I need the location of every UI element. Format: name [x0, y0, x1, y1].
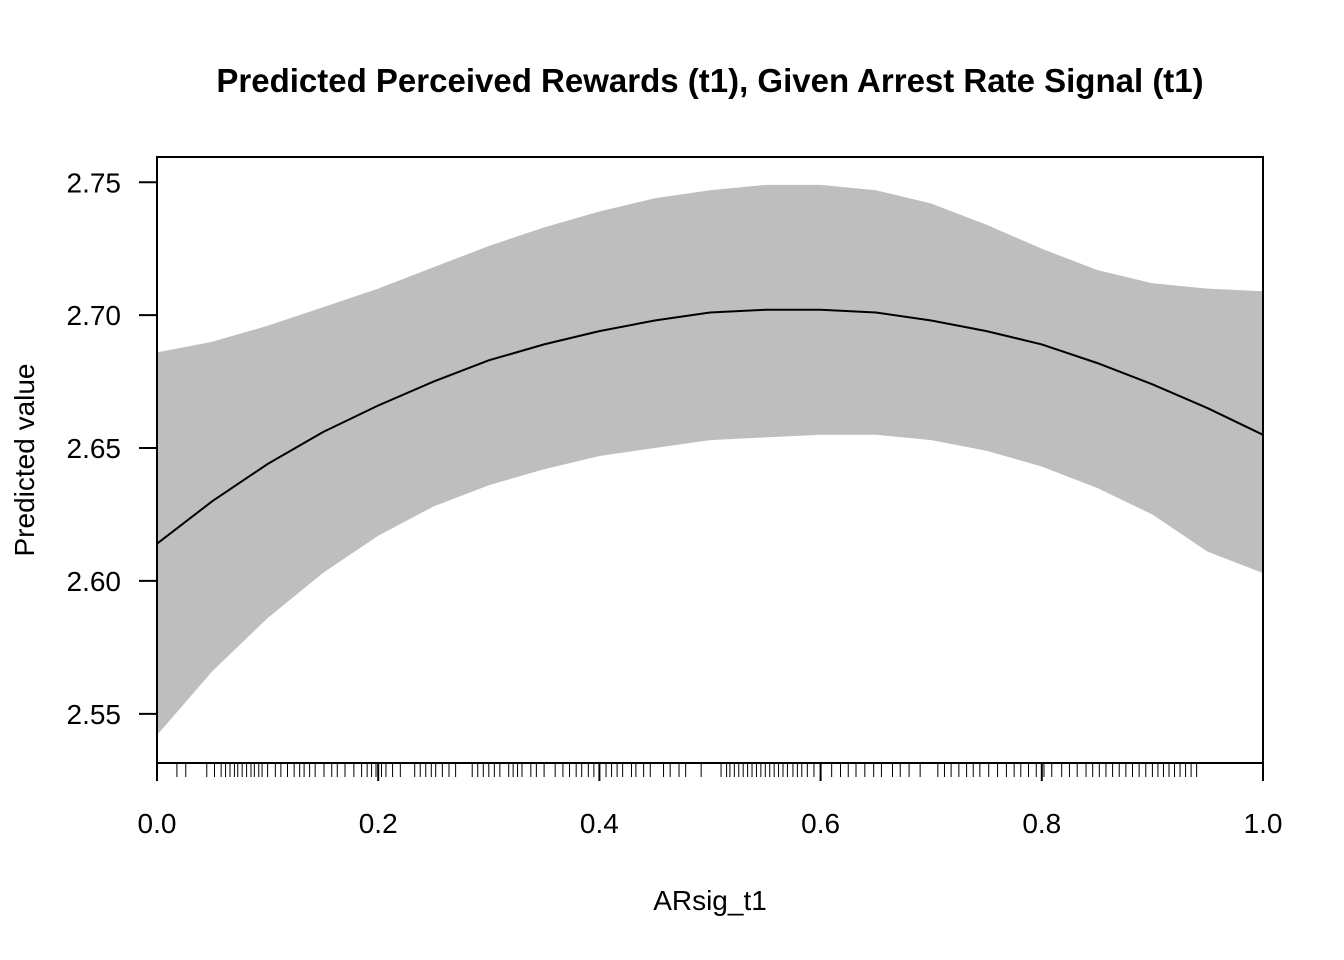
plot-layer — [156, 184, 1264, 736]
y-tick-label: 2.55 — [67, 699, 122, 730]
confidence-band — [157, 184, 1263, 736]
y-tick-label: 2.60 — [67, 566, 122, 597]
x-axis-label: ARsig_t1 — [653, 885, 767, 916]
chart-title: Predicted Perceived Rewards (t1), Given … — [216, 62, 1203, 99]
x-tick-label: 0.6 — [801, 808, 840, 839]
x-axis: 0.0 0.2 0.4 0.6 0.8 1.0 — [138, 763, 1283, 839]
y-tick-label: 2.70 — [67, 300, 122, 331]
y-axis: 2.55 2.60 2.65 2.70 2.75 — [67, 167, 157, 730]
rug-layer — [176, 763, 1198, 777]
x-tick-label: 0.4 — [580, 808, 619, 839]
y-tick-label: 2.75 — [67, 167, 122, 198]
y-tick-label: 2.65 — [67, 433, 122, 464]
y-axis-label: Predicted value — [9, 363, 40, 556]
x-tick-label: 0.0 — [138, 808, 177, 839]
prediction-line — [156, 308, 1264, 545]
x-tick-label: 1.0 — [1244, 808, 1283, 839]
x-tick-label: 0.8 — [1022, 808, 1061, 839]
plot-frame — [156, 156, 1264, 764]
x-tick-label: 0.2 — [359, 808, 398, 839]
